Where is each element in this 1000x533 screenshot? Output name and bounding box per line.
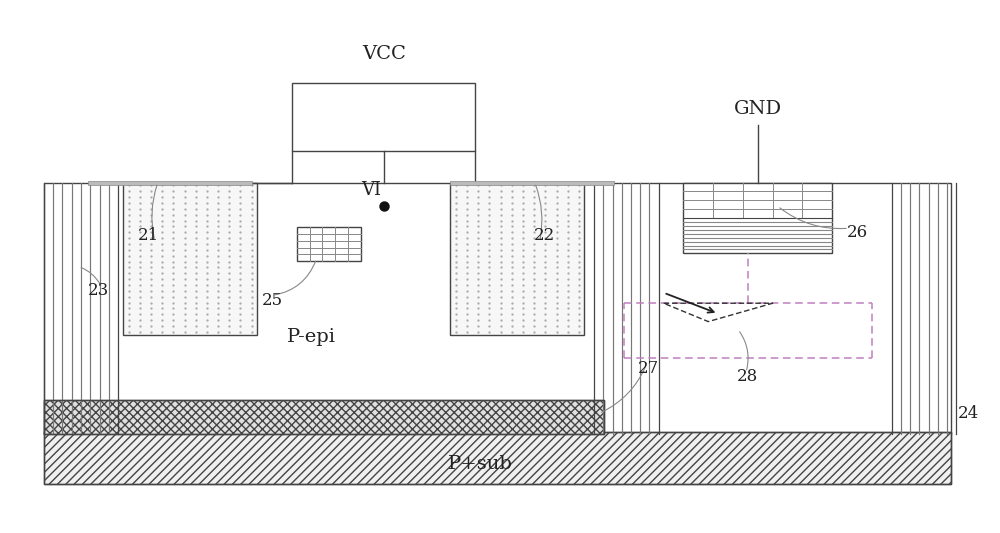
Bar (297, 227, 361, 261)
Bar (450, 183, 584, 335)
Text: 22: 22 (534, 227, 555, 244)
Bar (683, 183, 832, 253)
Bar (450, 181, 614, 185)
Text: 21: 21 (137, 227, 159, 244)
Bar (44, 400, 604, 434)
Text: 26: 26 (846, 224, 868, 241)
Bar (44, 400, 604, 434)
Bar (44, 432, 951, 484)
Text: 27: 27 (638, 360, 659, 377)
Bar (292, 83, 475, 151)
Text: P+sub: P+sub (448, 455, 513, 473)
Text: VCC: VCC (362, 45, 406, 63)
Text: P-epi: P-epi (287, 328, 336, 346)
Bar (44, 183, 951, 434)
Text: 23: 23 (88, 281, 109, 298)
Text: 25: 25 (261, 292, 282, 309)
Bar (44, 432, 951, 484)
Text: GND: GND (734, 100, 782, 118)
Bar (123, 183, 257, 335)
Text: VI: VI (361, 181, 381, 199)
Text: 24: 24 (957, 405, 979, 422)
Bar (88, 181, 252, 185)
Text: 28: 28 (737, 368, 759, 385)
